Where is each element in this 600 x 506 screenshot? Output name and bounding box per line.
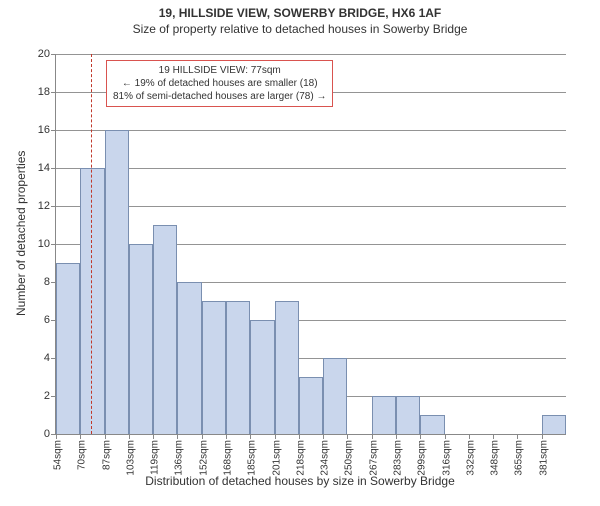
- histogram-bar: [542, 415, 566, 434]
- xtick-mark: [129, 434, 130, 439]
- xtick-mark: [493, 434, 494, 439]
- xtick-label: 103sqm: [125, 440, 136, 476]
- xtick-label: 299sqm: [417, 440, 428, 476]
- ytick-label: 10: [38, 238, 50, 250]
- ytick-label: 8: [44, 276, 50, 288]
- ytick-mark: [51, 130, 56, 131]
- histogram-bar: [226, 301, 250, 434]
- xtick-label: 119sqm: [150, 440, 161, 475]
- ytick-label: 14: [38, 162, 50, 174]
- y-axis-label: Number of detached properties: [14, 151, 28, 316]
- gridline: [56, 206, 566, 207]
- xtick-mark: [517, 434, 518, 439]
- xtick-label: 250sqm: [344, 440, 355, 476]
- xtick-mark: [445, 434, 446, 439]
- xtick-mark: [80, 434, 81, 439]
- histogram-bar: [396, 396, 420, 434]
- xtick-mark: [323, 434, 324, 439]
- histogram-bar: [372, 396, 396, 434]
- gridline: [56, 54, 566, 55]
- ytick-mark: [51, 54, 56, 55]
- xtick-label: 185sqm: [247, 440, 258, 476]
- ytick-label: 0: [44, 428, 50, 440]
- xtick-mark: [469, 434, 470, 439]
- ytick-mark: [51, 244, 56, 245]
- xtick-mark: [542, 434, 543, 439]
- annotation-line2: ← 19% of detached houses are smaller (18…: [113, 77, 326, 90]
- xtick-mark: [372, 434, 373, 439]
- chart-title-main: 19, HILLSIDE VIEW, SOWERBY BRIDGE, HX6 1…: [0, 6, 600, 20]
- histogram-bar: [275, 301, 299, 434]
- histogram-bar: [153, 225, 177, 434]
- histogram-bar: [80, 168, 104, 434]
- xtick-label: 54sqm: [53, 440, 64, 470]
- xtick-label: 87sqm: [101, 440, 112, 470]
- xtick-label: 136sqm: [174, 440, 185, 476]
- xtick-label: 234sqm: [320, 440, 331, 476]
- xtick-mark: [56, 434, 57, 439]
- xtick-label: 381sqm: [538, 440, 549, 476]
- chart-title-sub: Size of property relative to detached ho…: [0, 22, 600, 36]
- histogram-bar: [250, 320, 274, 434]
- ytick-mark: [51, 206, 56, 207]
- histogram-bar: [56, 263, 80, 434]
- ytick-label: 20: [38, 48, 50, 60]
- xtick-mark: [250, 434, 251, 439]
- histogram-bar: [177, 282, 201, 434]
- histogram-bar: [105, 130, 129, 434]
- xtick-label: 348sqm: [490, 440, 501, 476]
- xtick-mark: [153, 434, 154, 439]
- ytick-label: 18: [38, 86, 50, 98]
- xtick-label: 283sqm: [393, 440, 404, 476]
- xtick-mark: [105, 434, 106, 439]
- xtick-label: 365sqm: [514, 440, 525, 476]
- gridline: [56, 130, 566, 131]
- xtick-label: 316sqm: [441, 440, 452, 476]
- xtick-label: 332sqm: [465, 440, 476, 476]
- xtick-mark: [396, 434, 397, 439]
- xtick-mark: [275, 434, 276, 439]
- xtick-mark: [226, 434, 227, 439]
- xtick-mark: [177, 434, 178, 439]
- gridline: [56, 168, 566, 169]
- x-axis-label: Distribution of detached houses by size …: [0, 474, 600, 488]
- xtick-mark: [420, 434, 421, 439]
- xtick-label: 218sqm: [295, 440, 306, 476]
- ytick-label: 2: [44, 390, 50, 402]
- xtick-mark: [202, 434, 203, 439]
- chart-plot-area: 19 HILLSIDE VIEW: 77sqm ← 19% of detache…: [55, 54, 566, 435]
- ytick-label: 16: [38, 124, 50, 136]
- property-marker-line: [91, 54, 92, 434]
- annotation-line1: 19 HILLSIDE VIEW: 77sqm: [113, 64, 326, 77]
- xtick-label: 267sqm: [368, 440, 379, 476]
- ytick-mark: [51, 168, 56, 169]
- ytick-label: 4: [44, 352, 50, 364]
- histogram-bar: [299, 377, 323, 434]
- histogram-bar: [202, 301, 226, 434]
- xtick-label: 70sqm: [77, 440, 88, 470]
- xtick-label: 168sqm: [223, 440, 234, 476]
- histogram-bar: [420, 415, 444, 434]
- xtick-mark: [299, 434, 300, 439]
- annotation-line3: 81% of semi-detached houses are larger (…: [113, 90, 326, 103]
- xtick-label: 201sqm: [271, 440, 282, 476]
- histogram-bar: [323, 358, 347, 434]
- ytick-label: 6: [44, 314, 50, 326]
- xtick-label: 152sqm: [198, 440, 209, 476]
- histogram-bar: [129, 244, 153, 434]
- ytick-label: 12: [38, 200, 50, 212]
- annotation-box: 19 HILLSIDE VIEW: 77sqm ← 19% of detache…: [106, 60, 333, 107]
- ytick-mark: [51, 92, 56, 93]
- xtick-mark: [347, 434, 348, 439]
